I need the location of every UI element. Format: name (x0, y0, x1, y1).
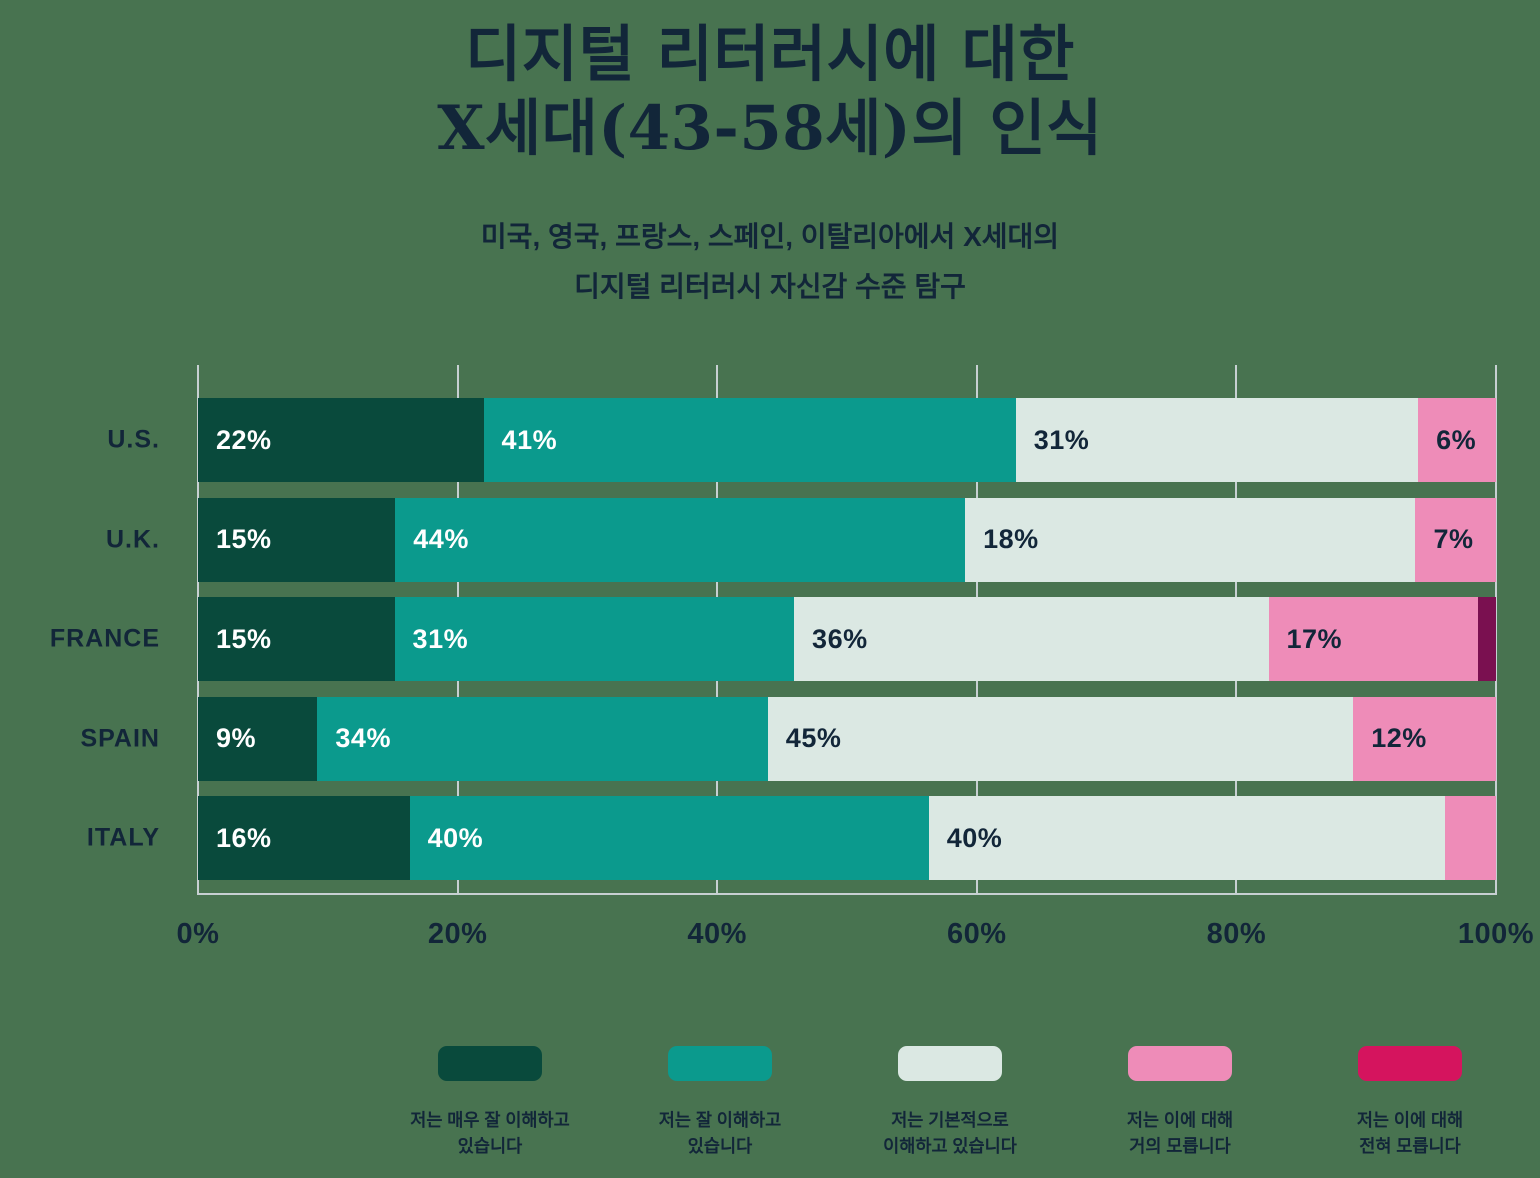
value-label: 18% (983, 524, 1039, 554)
bar-segment-dark_green: 16% (198, 796, 410, 880)
bar-row-spain: SPAIN 9% 34% 45% 12% (80, 696, 1496, 781)
chart-title-line-1: 디지털 리터러시에 대한 (465, 19, 1075, 90)
bar-segment-light: 36% (794, 597, 1269, 681)
row-label: U.S. (107, 425, 160, 454)
legend-item: 저는 이에 대해 전혀 모릅니다 (1305, 1046, 1515, 1159)
bar-segment-dark_green: 9% (198, 696, 318, 781)
bar-segment-pink: 7% (1415, 497, 1496, 582)
value-label: 15% (216, 524, 272, 554)
plot-area: U.S. 22% 41% 31% 6% U.K. 15% 44% 18% 7% FRANCE 15% 3… (50, 365, 1497, 895)
x-axis-tick-label: 0% (176, 918, 220, 950)
legend-item: 저는 잘 이해하고 있습니다 (615, 1046, 825, 1159)
x-axis: 0% 20% 40% 60% 80% 100% (177, 918, 1534, 962)
legend-swatch-teal (668, 1046, 772, 1081)
bar-segment-light: 31% (1015, 398, 1419, 482)
legend-label: 저는 매우 잘 이해하고 있습니다 (410, 1110, 570, 1156)
row-label: FRANCE (49, 624, 160, 653)
bar-row-italy: ITALY 16% 40% 40% (87, 796, 1496, 880)
bar-segment-pink (1445, 796, 1496, 880)
legend-swatch-light (898, 1046, 1002, 1081)
value-label: 16% (216, 822, 272, 853)
legend-label: 저는 이에 대해 거의 모릅니다 (1126, 1110, 1234, 1156)
chart-subtitle: 미국, 영국, 프랑스, 스페인, 이탈리아에서 X세대의 디지털 리터러시 자… (0, 212, 1540, 312)
x-axis-tick-label: 40% (687, 918, 747, 950)
bar-segment-light: 40% (928, 796, 1446, 880)
bar-segment-teal: 34% (317, 696, 768, 781)
value-label: 41% (501, 424, 558, 455)
x-axis-baseline (198, 893, 1496, 895)
bar-segment-dark_green: 15% (198, 597, 395, 681)
x-axis-tick-label: 100% (1457, 918, 1535, 950)
legend-swatch-pink (1128, 1046, 1232, 1081)
legend: 저는 매우 잘 이해하고 있습니다 저는 잘 이해하고 있습니다 저는 기본적으로 이해하… (385, 1046, 1515, 1159)
bar-rows: U.S. 22% 41% 31% 6% U.K. 15% 44% 18% 7% FRANCE 15% 3… (50, 398, 1496, 880)
bar-segment-teal: 40% (409, 796, 929, 880)
legend-item: 저는 이에 대해 거의 모릅니다 (1075, 1046, 1285, 1159)
x-axis-tick-label: 20% (427, 918, 488, 950)
bar-segment-teal: 41% (483, 398, 1016, 482)
bar-segment-pink: 12% (1353, 696, 1496, 781)
bar-segment-dark_green: 15% (198, 497, 396, 582)
x-axis-tick-label: 60% (947, 918, 1007, 950)
bar-segment-maroon (1477, 597, 1496, 681)
legend-item: 저는 기본적으로 이해하고 있습니다 (845, 1046, 1055, 1159)
value-label: 31% (1033, 424, 1090, 455)
row-label: SPAIN (80, 724, 160, 752)
value-label: 36% (812, 623, 868, 654)
value-label: 7% (1433, 524, 1474, 554)
value-label: 44% (413, 524, 469, 554)
gridline-100% (1495, 365, 1497, 895)
value-label: 40% (946, 822, 1003, 853)
chart-title: 디지털 리터러시에 대한 X세대(43-58세)의 인식 (0, 18, 1540, 166)
bar-row-us: U.S. 22% 41% 31% 6% (107, 398, 1496, 482)
value-label: 9% (216, 723, 257, 753)
legend-label: 저는 이에 대해 전혀 모릅니다 (1356, 1110, 1464, 1156)
bar-row-france: FRANCE 15% 31% 36% 17% (50, 597, 1496, 681)
legend-item: 저는 매우 잘 이해하고 있습니다 (385, 1046, 595, 1159)
legend-label: 저는 기본적으로 이해하고 있습니다 (883, 1110, 1017, 1156)
bar-segment-teal: 44% (395, 497, 966, 582)
value-label: 12% (1371, 723, 1427, 753)
row-label: ITALY (86, 823, 160, 852)
legend-label: 저는 잘 이해하고 있습니다 (658, 1110, 782, 1156)
bar-segment-pink: 6% (1418, 398, 1496, 482)
value-label: 15% (216, 623, 272, 654)
chart-subtitle-line-2: 디지털 리터러시 자신감 수준 탐구 (574, 271, 966, 302)
value-label: 40% (427, 822, 484, 853)
bar-segment-teal: 31% (394, 597, 795, 681)
legend-swatch-dark_green (438, 1046, 542, 1081)
row-label: U.K. (106, 525, 160, 553)
x-axis-tick-label: 80% (1206, 918, 1267, 950)
bar-segment-pink: 17% (1268, 597, 1478, 681)
value-label: 45% (785, 723, 842, 753)
value-label: 31% (412, 623, 469, 654)
value-label: 6% (1436, 424, 1477, 455)
value-label: 17% (1286, 623, 1343, 654)
bar-segment-dark_green: 22% (198, 398, 484, 482)
bar-segment-light: 18% (965, 497, 1416, 582)
legend-swatch-magenta (1358, 1046, 1462, 1081)
chart-title-line-2: X세대(43-58세)의 인식 (437, 93, 1103, 164)
bar-row-uk: U.K. 15% 44% 18% 7% (106, 497, 1496, 582)
value-label: 34% (335, 723, 391, 753)
bar-segment-light: 45% (767, 696, 1354, 781)
value-label: 22% (216, 424, 272, 455)
chart-subtitle-line-1: 미국, 영국, 프랑스, 스페인, 이탈리아에서 X세대의 (480, 221, 1060, 252)
